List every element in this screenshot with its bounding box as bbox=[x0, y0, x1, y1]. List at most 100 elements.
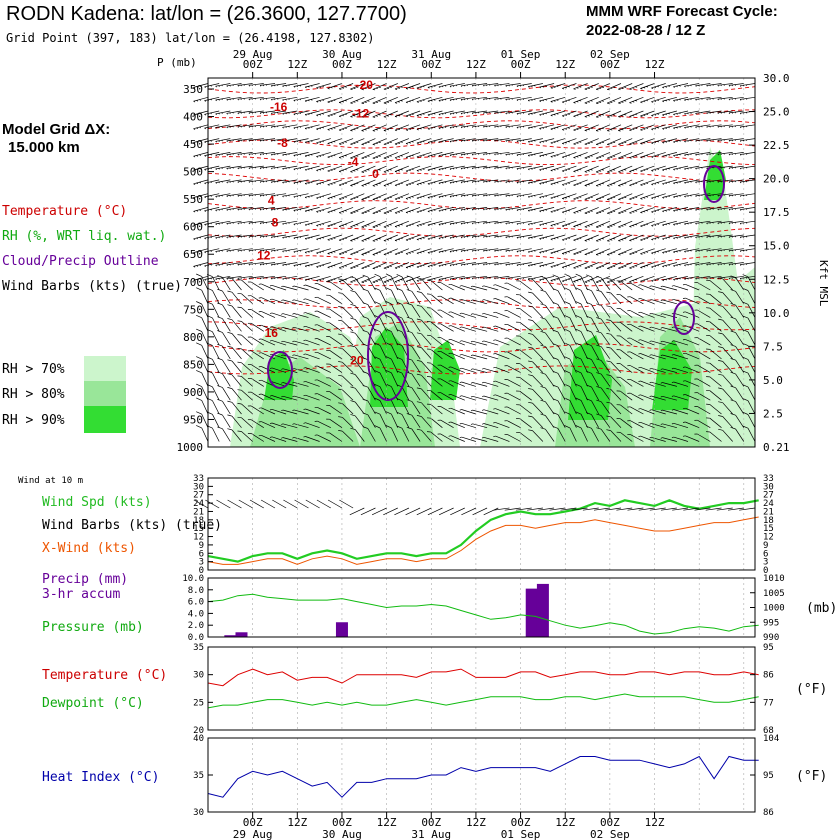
wind-barb-flag bbox=[552, 384, 559, 388]
wind-barb-flag bbox=[508, 167, 510, 170]
wind-barb-flag bbox=[271, 195, 273, 197]
wind-barb-flag bbox=[215, 264, 217, 267]
wind-barb-flag bbox=[489, 235, 491, 238]
wind-barb-flag bbox=[307, 278, 310, 281]
wind-barb bbox=[706, 124, 722, 128]
wind-barb bbox=[401, 317, 410, 332]
wind-barb-flag bbox=[573, 157, 576, 159]
wind-barb bbox=[532, 375, 544, 387]
wind-barb-flag bbox=[218, 195, 220, 197]
wind-barb bbox=[580, 317, 588, 332]
wind-barb bbox=[293, 138, 309, 142]
wind-barb bbox=[305, 422, 320, 429]
wind-barb bbox=[539, 193, 555, 198]
wind-barb-flag bbox=[516, 264, 519, 267]
day-label-bottom: 02 Sep bbox=[590, 828, 630, 840]
wind-barb bbox=[528, 234, 543, 239]
wind-barb-flag bbox=[226, 126, 228, 129]
wind-barb-flag bbox=[449, 182, 452, 184]
wind-barb-flag bbox=[511, 153, 513, 155]
wind-barb bbox=[706, 96, 722, 100]
wind-barb-flag bbox=[405, 170, 409, 173]
wind-barb-flag bbox=[612, 114, 616, 116]
wind-barb-flag bbox=[573, 239, 576, 242]
wind-barb-flag bbox=[316, 101, 319, 103]
wind-barb-flag bbox=[400, 210, 403, 212]
wind-barb-flag bbox=[411, 265, 414, 267]
wind-barb-flag bbox=[229, 112, 231, 115]
wind-barb-flag bbox=[734, 180, 736, 183]
wind-barb-flag bbox=[196, 301, 202, 305]
wind-barb-flag bbox=[269, 408, 273, 411]
wind-barb bbox=[372, 165, 387, 173]
wind-barb bbox=[438, 152, 454, 156]
wind-barb-flag bbox=[690, 167, 692, 169]
wind-barb bbox=[697, 433, 711, 442]
wind-barb bbox=[607, 124, 622, 132]
wind-barb-flag bbox=[690, 98, 692, 101]
wind-barb-flag bbox=[668, 278, 670, 280]
wind-barb-flag bbox=[477, 153, 480, 155]
wind-barb-flag bbox=[606, 291, 611, 294]
wind-barb-flag bbox=[237, 277, 239, 280]
wind-barb-flag bbox=[530, 237, 533, 239]
wind-barb-flag bbox=[262, 153, 265, 156]
wind-barb-flag bbox=[668, 126, 670, 129]
wind-barb-flag bbox=[527, 155, 530, 157]
wind-barb bbox=[261, 352, 276, 360]
wind-barb bbox=[372, 262, 387, 269]
wind-barb-flag bbox=[586, 274, 592, 278]
wind-barb bbox=[528, 207, 543, 211]
wind-barb-flag bbox=[344, 210, 347, 212]
wind-barb bbox=[595, 234, 611, 242]
wind-barb bbox=[271, 110, 287, 114]
wind-barb-flag bbox=[601, 127, 604, 130]
wind-barb-flag bbox=[455, 153, 458, 156]
wind-barb bbox=[342, 375, 354, 387]
wind-barb-flag bbox=[362, 371, 369, 374]
wind-barb-flag bbox=[448, 352, 451, 355]
wind-barb-flag bbox=[248, 250, 250, 252]
wind-barb bbox=[591, 359, 600, 373]
wind-barb-flag bbox=[408, 100, 411, 103]
wind-barb bbox=[494, 96, 510, 100]
wind-barb-flag bbox=[226, 195, 228, 198]
wind-barb-flag bbox=[474, 84, 477, 87]
wind-barb-flag bbox=[444, 154, 447, 156]
wind-barb-flag bbox=[539, 238, 542, 240]
wind-barb-flag bbox=[396, 287, 403, 291]
wind-barb bbox=[706, 193, 722, 196]
wind-barb-flag bbox=[701, 277, 703, 279]
wind-barb-flag bbox=[516, 99, 519, 101]
wind-barb-flag bbox=[556, 237, 559, 239]
wind-barb bbox=[338, 193, 354, 200]
wind-barb-flag bbox=[285, 112, 287, 115]
wind-barb bbox=[316, 165, 331, 171]
legend-wind-speed: Wind Spd (kts) bbox=[42, 495, 152, 510]
wind-barb bbox=[222, 290, 231, 304]
wind-barb-flag bbox=[389, 238, 392, 240]
wind-barb bbox=[427, 234, 443, 240]
wind-barb-flag bbox=[712, 167, 714, 169]
wind-barb-flag bbox=[660, 409, 663, 412]
wind-barb-flag bbox=[540, 399, 546, 403]
wind-barb-flag bbox=[397, 115, 400, 117]
wind-barb-flag bbox=[618, 240, 621, 242]
wind-barb-flag bbox=[550, 142, 553, 144]
surface-wind-barb bbox=[205, 499, 220, 509]
wind-barb-flag bbox=[690, 236, 692, 238]
wind-barb bbox=[595, 83, 611, 90]
wind-barb bbox=[717, 248, 733, 251]
wind-barb-flag bbox=[374, 397, 381, 401]
wind-barb-flag bbox=[530, 168, 533, 170]
wind-barb-flag bbox=[576, 169, 579, 172]
wind-barb bbox=[305, 193, 320, 198]
height-tick-label: 25.0 bbox=[763, 106, 790, 119]
wind-barb-flag bbox=[607, 144, 610, 146]
wind-barb-flag bbox=[730, 385, 736, 389]
wind-barb bbox=[472, 83, 488, 86]
wind-barb bbox=[528, 262, 543, 266]
wind-barb bbox=[427, 262, 443, 267]
wind-barb bbox=[293, 437, 309, 442]
wind-barb bbox=[449, 152, 465, 156]
